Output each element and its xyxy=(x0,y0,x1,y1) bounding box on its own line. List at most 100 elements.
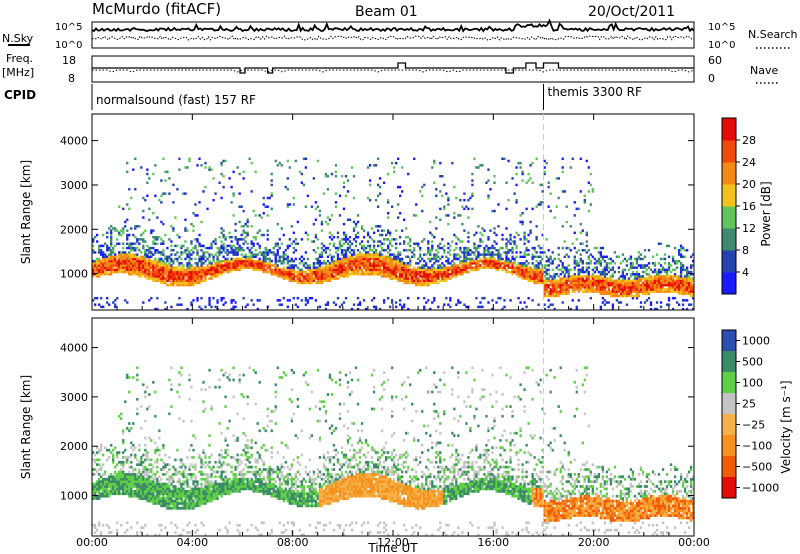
heatmap-cell xyxy=(266,251,269,254)
heatmap-cell xyxy=(336,253,340,256)
heatmap-cell xyxy=(110,264,113,267)
heatmap-cell xyxy=(338,305,342,309)
heatmap-cell xyxy=(629,286,633,289)
heatmap-cell xyxy=(485,259,488,263)
heatmap-cell xyxy=(575,279,578,282)
heatmap-cell xyxy=(417,277,420,280)
heatmap-cell xyxy=(138,242,141,245)
heatmap-cell xyxy=(399,270,402,274)
heatmap-cell xyxy=(240,246,243,250)
heatmap-cell xyxy=(637,290,641,293)
heatmap-cell xyxy=(629,292,633,296)
heatmap-cell xyxy=(565,283,568,287)
heatmap-cell xyxy=(439,174,442,178)
heatmap-cell xyxy=(106,494,109,498)
heatmap-cell xyxy=(166,268,169,272)
heatmap-cell xyxy=(579,279,582,282)
heatmap-cell xyxy=(513,257,516,261)
heatmap-cell xyxy=(505,207,508,211)
heatmap-cell xyxy=(683,268,687,272)
heatmap-cell xyxy=(393,262,396,265)
heatmap-cell xyxy=(304,157,308,161)
heatmap-cell xyxy=(324,220,328,224)
heatmap-cell xyxy=(605,283,609,287)
heatmap-cell xyxy=(142,257,145,261)
heatmap-cell xyxy=(669,281,673,285)
heatmap-cell xyxy=(467,266,470,269)
heatmap-cell xyxy=(657,270,661,274)
heatmap-cell xyxy=(194,214,197,217)
heatmap-cell xyxy=(122,485,125,488)
heatmap-cell xyxy=(330,233,334,237)
heatmap-cell xyxy=(386,229,390,232)
heatmap-cell xyxy=(581,262,584,265)
heatmap-cell xyxy=(469,264,472,267)
heatmap-cell xyxy=(126,246,129,250)
heatmap-cell xyxy=(405,262,408,265)
heatmap-cell xyxy=(657,268,661,272)
heatmap-cell xyxy=(200,262,203,265)
heatmap-cell xyxy=(228,235,231,239)
heatmap-cell xyxy=(200,268,203,272)
heatmap-cell xyxy=(461,262,464,265)
heatmap-cell xyxy=(190,275,193,278)
heatmap-cell xyxy=(228,251,231,254)
heatmap-cell xyxy=(104,253,107,256)
heatmap-cell xyxy=(625,290,629,293)
heatmap-cell xyxy=(611,281,615,285)
heatmap-cell xyxy=(268,264,271,267)
heatmap-cell xyxy=(599,264,602,267)
heatmap-cell xyxy=(643,290,647,293)
heatmap-cell xyxy=(114,492,117,496)
heatmap-cell xyxy=(112,255,115,259)
heatmap-cell xyxy=(178,279,181,282)
heatmap-cell xyxy=(513,242,516,245)
heatmap-cell xyxy=(613,288,617,291)
heatmap-cell xyxy=(605,281,609,285)
heatmap-cell xyxy=(541,277,544,280)
heatmap-cell xyxy=(114,264,117,267)
heatmap-cell xyxy=(613,292,617,296)
heatmap-cell xyxy=(409,257,412,261)
heatmap-cell xyxy=(162,460,165,464)
heatmap-cell xyxy=(92,259,95,263)
heatmap-cell xyxy=(106,301,109,304)
heatmap-cell xyxy=(413,214,416,217)
heatmap-cell xyxy=(280,268,283,272)
heatmap-cell xyxy=(140,270,143,274)
heatmap-cell xyxy=(188,281,191,285)
heatmap-cell xyxy=(228,244,231,248)
heatmap-cell xyxy=(421,257,424,261)
heatmap-cell xyxy=(581,275,584,278)
heatmap-cell xyxy=(328,249,332,252)
heatmap-cell xyxy=(437,244,440,248)
heatmap-cell xyxy=(128,422,131,425)
heatmap-cell xyxy=(451,275,454,278)
heatmap-cell xyxy=(673,275,677,278)
heatmap-cell xyxy=(162,494,165,498)
heatmap-cell xyxy=(188,270,191,274)
heatmap-cell xyxy=(511,266,514,269)
heatmap-cell xyxy=(665,283,669,287)
heatmap-cell xyxy=(563,272,566,276)
heatmap-cell xyxy=(629,294,633,298)
heatmap-cell xyxy=(340,275,344,278)
heatmap-cell xyxy=(160,502,163,505)
heatmap-cell xyxy=(641,277,645,280)
heatmap-cell xyxy=(417,266,420,269)
heatmap-cell xyxy=(310,240,314,243)
heatmap-cell xyxy=(659,257,663,261)
heatmap-cell xyxy=(599,286,602,289)
heatmap-cell xyxy=(421,279,424,282)
heatmap-cell xyxy=(374,272,378,276)
heatmap-cell xyxy=(162,275,165,278)
heatmap-cell xyxy=(477,244,480,248)
heatmap-cell xyxy=(397,268,400,272)
heatmap-cell xyxy=(324,303,328,306)
heatmap-cell xyxy=(258,268,261,272)
heatmap-cell xyxy=(172,229,175,232)
heatmap-cell xyxy=(136,253,139,256)
heatmap-cell xyxy=(322,266,326,269)
heatmap-cell xyxy=(192,229,195,232)
heatmap-cell xyxy=(691,286,695,289)
